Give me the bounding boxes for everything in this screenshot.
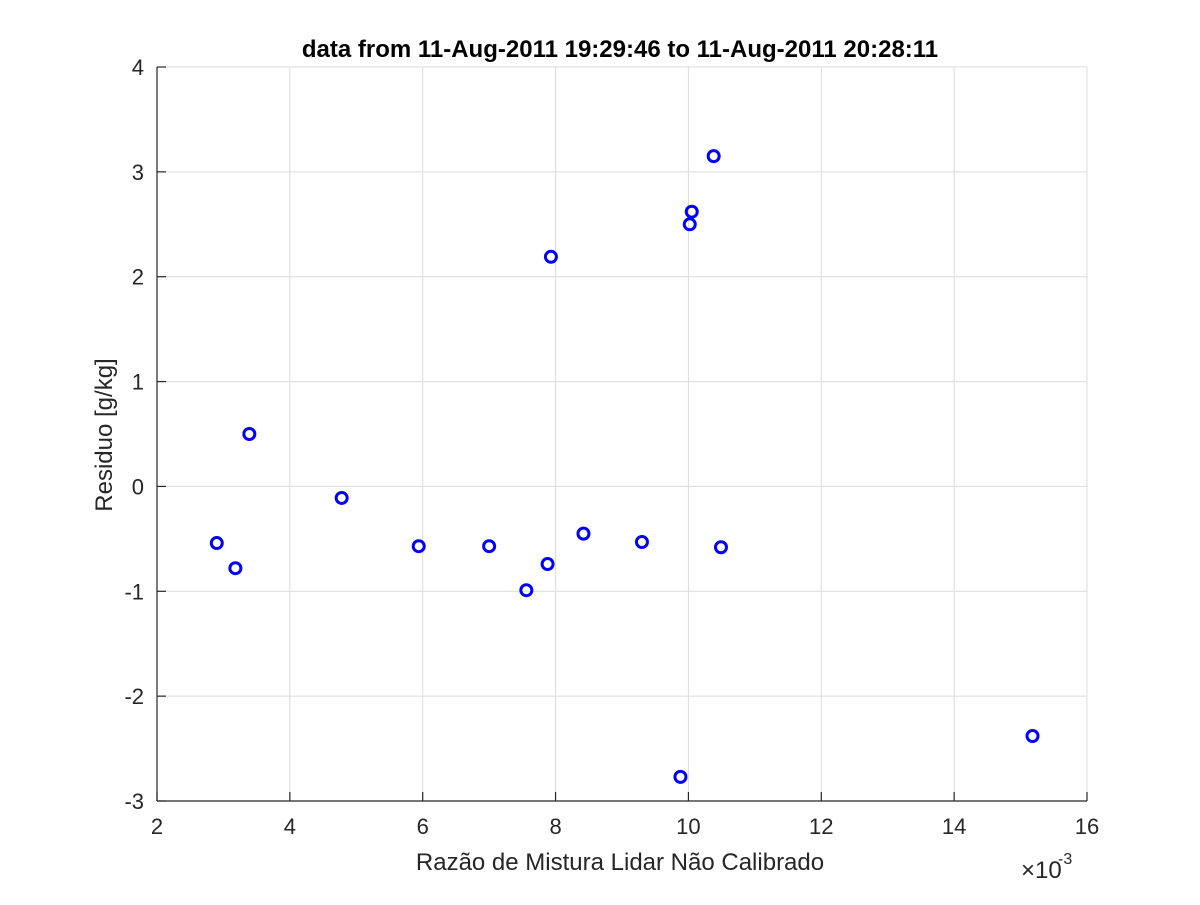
grid bbox=[156, 66, 1088, 802]
data-point bbox=[540, 557, 555, 572]
data-point bbox=[519, 583, 534, 598]
data-point bbox=[543, 249, 558, 264]
chart-title: data from 11-Aug-2011 19:29:46 to 11-Aug… bbox=[302, 36, 938, 63]
data-point bbox=[673, 769, 688, 784]
data-point bbox=[684, 204, 699, 219]
y-tick-label: 1 bbox=[132, 370, 144, 395]
x-tick-label: 4 bbox=[284, 814, 296, 839]
data-points bbox=[209, 149, 1040, 784]
data-point bbox=[482, 539, 497, 554]
y-tick-label: 0 bbox=[132, 474, 144, 499]
data-point bbox=[209, 536, 224, 551]
data-point bbox=[576, 526, 591, 541]
y-tick-label: -1 bbox=[124, 579, 144, 604]
data-point bbox=[334, 490, 349, 505]
axes bbox=[156, 66, 1088, 802]
data-point bbox=[242, 427, 257, 441]
data-point bbox=[411, 539, 426, 554]
x-multiplier-base: ×10 bbox=[1021, 857, 1062, 884]
y-tick-label: 4 bbox=[132, 55, 144, 80]
x-tick-label: 10 bbox=[676, 814, 700, 839]
data-point bbox=[228, 561, 243, 576]
data-point bbox=[682, 217, 697, 232]
x-tick-label: 6 bbox=[417, 814, 429, 839]
x-tick-label: 12 bbox=[809, 814, 833, 839]
data-point bbox=[1025, 728, 1040, 743]
y-tick-label: -3 bbox=[124, 789, 144, 814]
data-point bbox=[634, 535, 649, 550]
x-tick-label: 14 bbox=[942, 814, 966, 839]
y-tick-label: 2 bbox=[132, 265, 144, 290]
x-multiplier-exponent: -3 bbox=[1058, 851, 1072, 868]
x-axis-label: Razão de Mistura Lidar Não Calibrado bbox=[416, 849, 824, 876]
x-tick-label: 16 bbox=[1075, 814, 1099, 839]
x-tick-label: 2 bbox=[151, 814, 163, 839]
x-axis-multiplier: ×10 -3 bbox=[1021, 851, 1072, 884]
y-tick-label: -2 bbox=[124, 684, 144, 709]
y-tick-label: 3 bbox=[132, 160, 144, 185]
data-point bbox=[713, 540, 728, 555]
data-point bbox=[706, 149, 721, 164]
x-tick-label: 8 bbox=[549, 814, 561, 839]
y-axis-label: Residuo [g/kg] bbox=[91, 358, 118, 511]
